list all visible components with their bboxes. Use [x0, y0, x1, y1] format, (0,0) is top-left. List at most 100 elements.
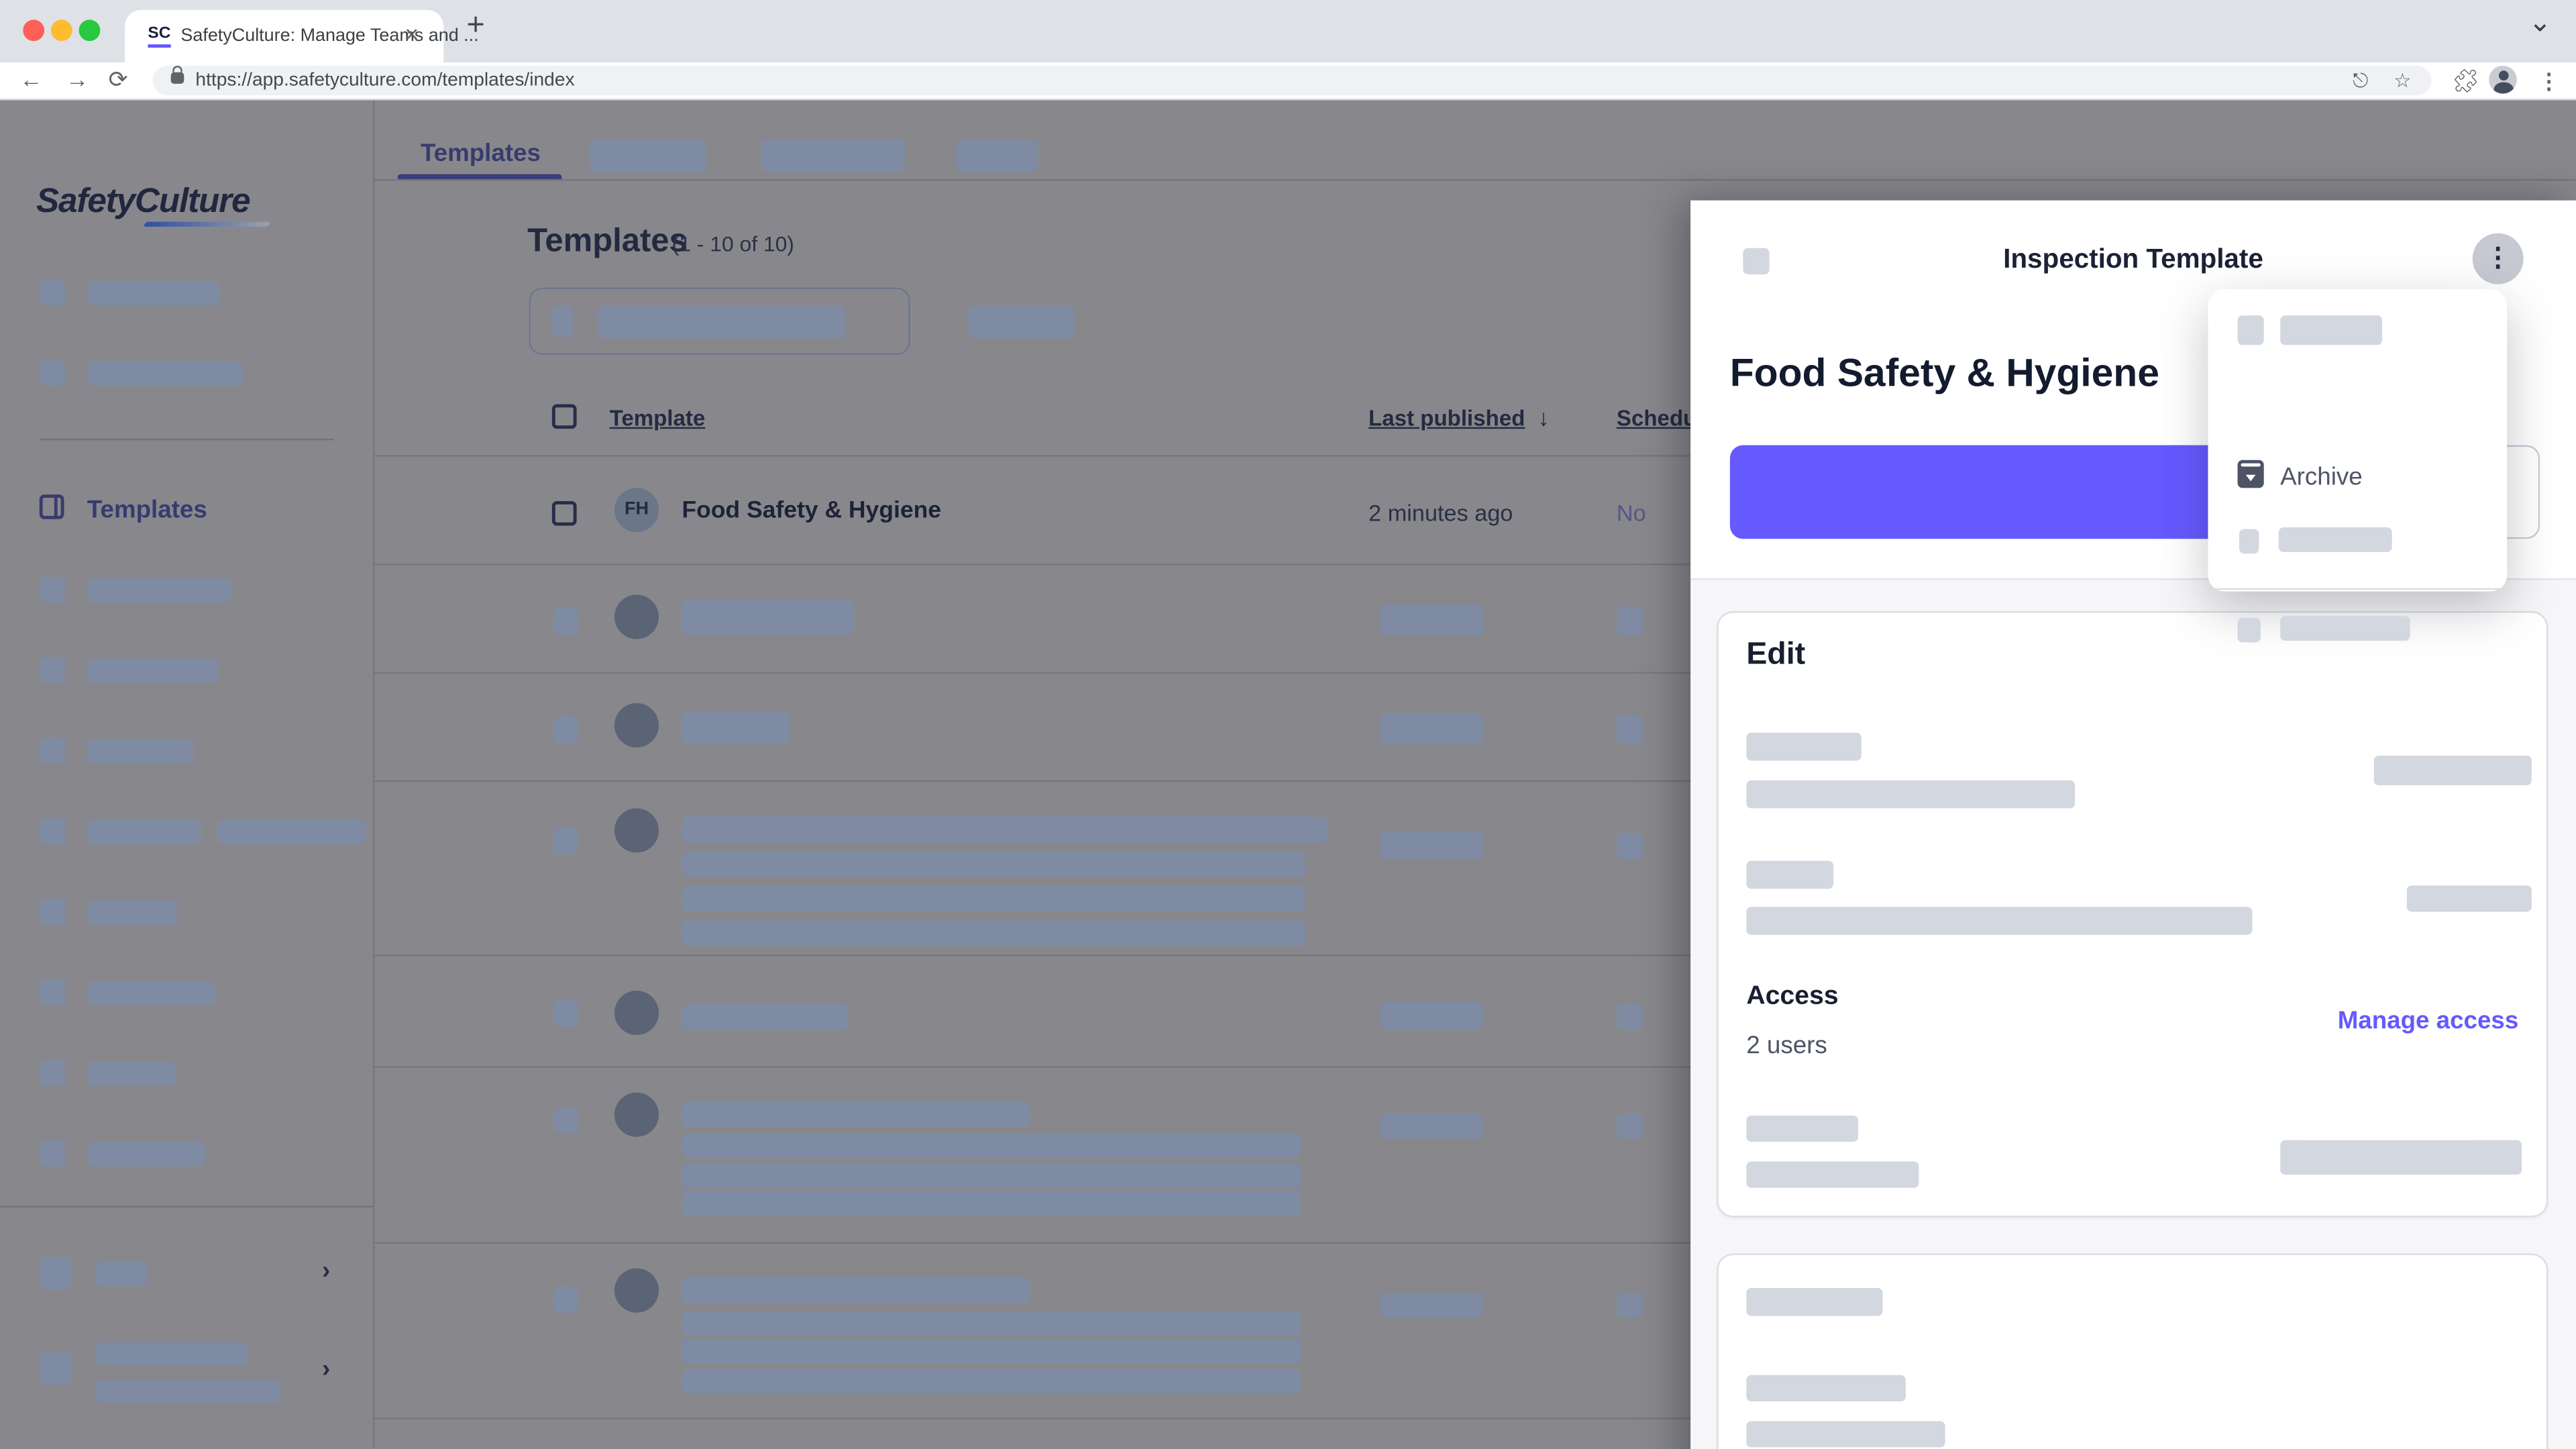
- back-icon[interactable]: ←: [19, 65, 43, 93]
- forward-icon[interactable]: →: [65, 65, 89, 93]
- sidebar-item-icon-skeleton[interactable]: [39, 737, 66, 764]
- menu-item-icon-skeleton: [2237, 617, 2261, 643]
- reload-icon[interactable]: ⟳: [108, 65, 128, 93]
- scheduled-value: No: [1616, 499, 1646, 526]
- manage-access-link[interactable]: Manage access: [2337, 1007, 2519, 1035]
- sidebar-item-skeleton[interactable]: [87, 981, 215, 1006]
- close-window-button[interactable]: [23, 19, 45, 42]
- browser-menu-kebab-icon[interactable]: ⋮: [2538, 68, 2560, 94]
- filter-skeleton[interactable]: [967, 305, 1075, 339]
- sidebar-item-skeleton[interactable]: [87, 900, 178, 925]
- extensions-puzzle-icon[interactable]: 🧩︎: [2451, 67, 2481, 94]
- template-name[interactable]: Food Safety & Hygiene: [682, 498, 942, 525]
- sidebar-item-skeleton[interactable]: [87, 820, 203, 845]
- avatar: [614, 594, 659, 639]
- share-icon[interactable]: ⎋: [2352, 68, 2369, 93]
- sidebar-item-skeleton[interactable]: [87, 659, 219, 684]
- archive-icon: [2237, 460, 2264, 488]
- inspections-card: Inspections View inspections: [1717, 1253, 2548, 1449]
- tab-search-chevron-icon[interactable]: ⌄: [2528, 6, 2552, 38]
- tab-skeleton[interactable]: [956, 140, 1038, 173]
- browser-tab[interactable]: SC SafetyCulture: Manage Teams and ... ✕: [125, 9, 479, 63]
- sidebar-item-icon-skeleton[interactable]: [39, 979, 66, 1006]
- sidebar-item-skeleton[interactable]: [87, 361, 244, 386]
- kebab-icon: ⋮: [2485, 244, 2512, 273]
- inspection-template-panel: Inspection Template ⋮ Food Safety & Hygi…: [1690, 200, 2576, 1449]
- address-bar[interactable]: https://app.safetyculture.com/templates/…: [152, 65, 2432, 96]
- chevron-right-icon[interactable]: ›: [322, 1256, 331, 1285]
- zoom-window-button[interactable]: [78, 19, 101, 42]
- menu-item-skeleton[interactable]: [2278, 527, 2392, 552]
- field-action-skeleton[interactable]: [2373, 755, 2532, 786]
- minimize-window-button[interactable]: [50, 19, 72, 42]
- sidebar-item-skeleton[interactable]: [217, 820, 367, 845]
- close-button-skeleton[interactable]: [1743, 248, 1770, 274]
- close-tab-icon[interactable]: ✕: [404, 26, 420, 46]
- new-tab-button[interactable]: +: [466, 8, 485, 43]
- action-skeleton[interactable]: [2280, 1140, 2522, 1175]
- search-input[interactable]: [529, 287, 910, 355]
- sidebar-footer-icon-skeleton[interactable]: [39, 1352, 72, 1385]
- sidebar-footer-skeleton[interactable]: [95, 1380, 281, 1403]
- avatar: [614, 1092, 659, 1137]
- checkbox-skeleton: [553, 716, 579, 745]
- sidebar-item-skeleton[interactable]: [87, 578, 232, 603]
- select-all-checkbox[interactable]: [551, 404, 577, 429]
- table-divider: [372, 455, 2576, 457]
- search-placeholder-skeleton: [598, 305, 847, 339]
- line-skeleton: [682, 920, 1306, 947]
- line-skeleton: [682, 1368, 1301, 1393]
- scheduled-skeleton: [1616, 714, 1643, 745]
- name-skeleton: [682, 1004, 848, 1030]
- name-skeleton: [682, 1100, 1030, 1128]
- sidebar-footer-icon-skeleton[interactable]: [39, 1256, 72, 1290]
- sidebar-item-icon-skeleton[interactable]: [39, 898, 66, 925]
- edit-card: Edit Access Manage access 2 users: [1717, 611, 2548, 1218]
- panel-kebab-menu-button[interactable]: ⋮: [2472, 233, 2524, 284]
- sidebar-item-icon-skeleton[interactable]: [39, 1059, 66, 1086]
- lock-icon: [170, 65, 184, 84]
- menu-item-skeleton[interactable]: [2280, 315, 2383, 345]
- column-header-template[interactable]: Template: [609, 405, 706, 431]
- row-checkbox[interactable]: [551, 500, 577, 526]
- chevron-right-icon[interactable]: ›: [322, 1355, 331, 1384]
- start-inspection-button[interactable]: [1729, 445, 2223, 539]
- browser-profile-avatar[interactable]: [2489, 65, 2517, 94]
- sidebar-item-skeleton[interactable]: [87, 1142, 206, 1167]
- field-action-skeleton[interactable]: [2406, 885, 2532, 912]
- access-heading: Access: [1746, 982, 1839, 1011]
- tab-templates[interactable]: Templates: [420, 140, 541, 168]
- page-title-count: (1 - 10 of 10): [672, 231, 794, 257]
- sidebar-footer-skeleton[interactable]: [95, 1342, 248, 1366]
- sort-desc-icon[interactable]: ↓: [1538, 404, 1550, 431]
- sidebar-item-icon-skeleton[interactable]: [39, 818, 66, 845]
- sidebar-footer-skeleton[interactable]: [95, 1261, 148, 1287]
- column-header-last-published[interactable]: Last published: [1368, 405, 1525, 431]
- sidebar-item-icon-skeleton[interactable]: [39, 360, 66, 386]
- tab-skeleton[interactable]: [590, 140, 707, 173]
- browser-tab-strip: SC SafetyCulture: Manage Teams and ... ✕…: [0, 0, 2576, 63]
- line-skeleton: [682, 885, 1306, 912]
- sidebar-item-icon-skeleton[interactable]: [39, 657, 66, 684]
- panel-dropdown-menu: Archive: [2208, 289, 2508, 643]
- sidebar-item-skeleton[interactable]: [87, 1061, 176, 1086]
- edit-heading: Edit: [1746, 637, 1806, 672]
- sidebar-item-icon-skeleton[interactable]: [39, 279, 66, 306]
- name-skeleton: [682, 1276, 1030, 1303]
- tab-skeleton[interactable]: [760, 140, 906, 173]
- sidebar-item-icon-skeleton[interactable]: [39, 1140, 66, 1167]
- sidebar-item-templates[interactable]: Templates: [87, 496, 207, 525]
- sidebar-footer-divider: [0, 1205, 373, 1208]
- table-divider: [372, 1066, 2576, 1068]
- sidebar-item-skeleton[interactable]: [87, 739, 194, 764]
- bookmark-star-icon[interactable]: ☆: [2394, 68, 2412, 93]
- menu-item-skeleton[interactable]: [2280, 616, 2410, 641]
- avatar: [614, 1268, 659, 1313]
- avatar: [614, 703, 659, 748]
- scheduled-skeleton: [1616, 606, 1643, 636]
- tab-title: SafetyCulture: Manage Teams and ...: [180, 26, 479, 46]
- sidebar-item-skeleton[interactable]: [87, 280, 221, 306]
- date-skeleton: [1380, 712, 1484, 745]
- safetyculture-logo: SafetyCulture: [36, 182, 251, 221]
- sidebar-item-icon-skeleton[interactable]: [39, 576, 66, 603]
